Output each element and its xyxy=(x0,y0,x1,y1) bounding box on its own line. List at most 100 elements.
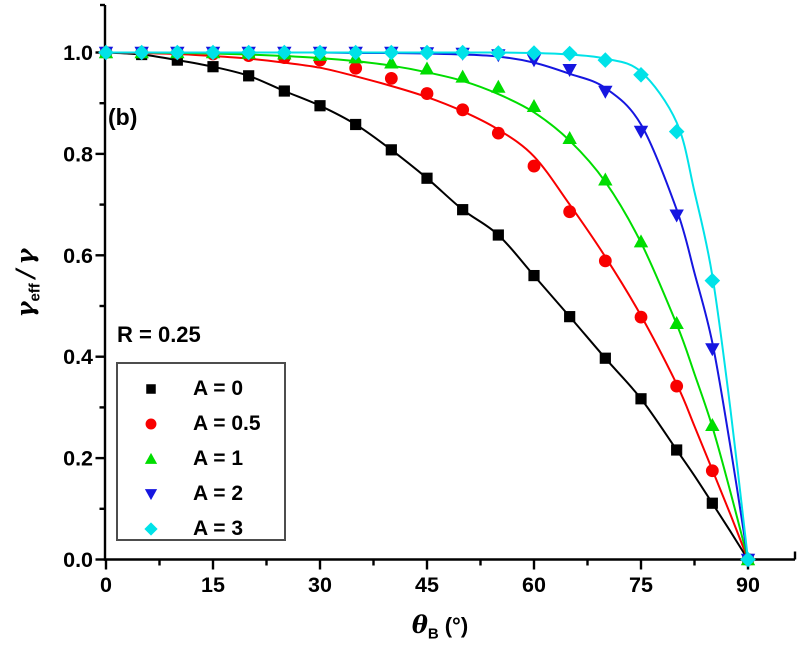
triangle-down-marker-icon xyxy=(144,488,158,500)
diamond-marker-icon xyxy=(383,44,400,61)
triangle-up-marker-icon xyxy=(705,417,720,431)
diamond-marker-icon xyxy=(169,44,186,61)
legend-label-a-0: A = 0 xyxy=(193,376,243,400)
square-marker-icon xyxy=(314,100,326,112)
gamma-eff-symbol: γ xyxy=(10,301,40,318)
circle-marker-icon xyxy=(491,126,505,140)
square-marker-icon xyxy=(146,383,156,394)
x-axis-units: (°) xyxy=(444,613,469,638)
square-marker-icon xyxy=(635,393,647,405)
ylabel-separator: / xyxy=(10,269,40,279)
diamond-marker-icon xyxy=(597,52,614,68)
square-marker-icon xyxy=(457,204,469,216)
circle-marker-icon xyxy=(527,159,541,173)
theta-symbol: θ xyxy=(411,610,428,639)
circle-marker-icon xyxy=(420,87,434,100)
legend-label-a-0p5: A = 0.5 xyxy=(193,411,261,435)
triangle-up-marker-icon xyxy=(562,130,577,144)
diamond-marker-icon xyxy=(633,67,649,83)
x-tick-label: 90 xyxy=(736,573,760,597)
triangle-up-marker-icon xyxy=(455,69,470,83)
square-marker-icon xyxy=(278,85,290,97)
triangle-down-marker-icon xyxy=(598,85,613,99)
triangle-up-marker-icon xyxy=(144,452,158,464)
circle-marker-icon xyxy=(145,418,157,429)
diamond-marker-icon xyxy=(561,45,578,62)
circle-marker-icon xyxy=(384,71,398,85)
x-tick-label: 45 xyxy=(415,573,439,597)
x-tick-label: 0 xyxy=(100,573,112,597)
diamond-marker-icon xyxy=(454,44,471,61)
square-marker-icon xyxy=(492,229,504,241)
legend-label-a-3: A = 3 xyxy=(193,516,243,540)
diamond-marker-icon xyxy=(240,44,257,61)
diamond-marker-icon xyxy=(98,44,114,61)
square-marker-icon xyxy=(564,311,576,323)
diamond-marker-icon xyxy=(740,551,756,568)
legend-entry-a-1: A = 1 xyxy=(118,441,284,476)
y-tick-label: 0.8 xyxy=(63,142,93,166)
series-line-a-1 xyxy=(105,51,749,560)
gamma-eff-subscript: eff xyxy=(26,283,44,302)
diamond-marker-icon xyxy=(144,521,158,536)
square-marker-icon xyxy=(385,144,397,156)
legend-label-a-2: A = 2 xyxy=(193,481,243,505)
square-marker-icon xyxy=(671,444,683,456)
y-axis-title: γeff/γ xyxy=(11,249,44,318)
legend-label-a-1: A = 1 xyxy=(193,446,243,470)
diamond-marker-icon xyxy=(347,44,364,61)
x-axis-title: θB (°) xyxy=(340,610,540,642)
diamond-marker-icon xyxy=(526,45,542,61)
square-marker-icon xyxy=(599,352,611,364)
square-marker-icon xyxy=(350,118,362,131)
legend-entry-a-0p5: A = 0.5 xyxy=(118,406,284,441)
series-a-3 xyxy=(98,44,756,568)
triangle-up-marker-icon xyxy=(669,316,684,330)
triangle-up-marker-icon xyxy=(419,61,435,75)
diamond-marker-icon xyxy=(312,44,328,61)
circle-marker-icon xyxy=(634,310,648,324)
triangle-down-marker-icon xyxy=(144,488,158,500)
triangle-up-marker-icon xyxy=(598,172,613,186)
circle-marker-icon xyxy=(349,61,363,75)
theta-subscript: B xyxy=(427,625,439,643)
diamond-marker-icon xyxy=(668,123,685,140)
diamond-marker-icon xyxy=(490,45,507,61)
diamond-marker-icon xyxy=(276,44,293,61)
legend-entry-a-3: A = 3 xyxy=(118,511,284,546)
circle-marker-icon xyxy=(456,103,470,117)
axes: 0 15 30 45 60 75 90 0.0 0.2 0.4 0.6 0.8 1.0 xyxy=(63,3,797,597)
triangle-up-marker-icon xyxy=(526,99,542,113)
circle-marker-icon xyxy=(145,418,157,429)
series-line-a-3 xyxy=(105,51,749,560)
y-tick-label: 0.6 xyxy=(63,244,93,268)
diamond-marker-icon xyxy=(205,44,221,61)
panel-label: (b) xyxy=(108,104,138,130)
triangle-down-marker-icon xyxy=(705,343,720,357)
x-tick-label: 30 xyxy=(308,573,332,597)
triangle-up-marker-icon xyxy=(144,452,158,464)
diamond-marker-icon xyxy=(704,272,721,289)
triangle-up-marker-icon xyxy=(491,79,506,93)
circle-marker-icon xyxy=(563,205,577,219)
x-tick-label: 60 xyxy=(522,573,546,597)
y-tick-label: 0.0 xyxy=(63,548,93,572)
triangle-down-marker-icon xyxy=(669,209,684,223)
square-marker-icon xyxy=(528,269,540,282)
y-tick-label: 1.0 xyxy=(63,41,93,65)
legend-box: A = 0 A = 0.5 A = 1 A = 2 A = 3 xyxy=(116,362,286,541)
x-tick-label: 15 xyxy=(201,573,225,597)
square-marker-icon xyxy=(706,497,718,509)
r-value-annotation: R = 0.25 xyxy=(117,322,201,347)
triangle-up-marker-icon xyxy=(633,234,649,248)
triangle-up-marker-icon xyxy=(384,55,399,69)
triangle-down-marker-icon xyxy=(633,125,649,139)
circle-marker-icon xyxy=(670,379,684,393)
diamond-marker-icon xyxy=(133,44,150,61)
y-tick-label: 0.4 xyxy=(63,345,93,369)
circle-marker-icon xyxy=(705,464,719,478)
diamond-marker-icon xyxy=(144,521,158,536)
square-marker-icon xyxy=(421,172,433,184)
